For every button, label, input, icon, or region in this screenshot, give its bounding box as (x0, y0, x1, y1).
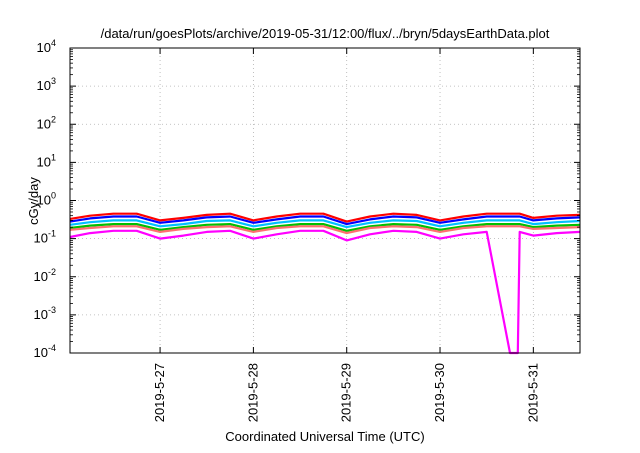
y-tick-label: 101 (37, 152, 56, 169)
y-tick-label: 10-3 (34, 305, 56, 322)
y-tick-label: 100 (37, 191, 56, 208)
series-line-4 (69, 223, 581, 232)
x-tick-label: 2019-5-27 (152, 363, 167, 422)
grid-layer (70, 48, 580, 353)
series-layer (69, 212, 581, 355)
series-line-1 (69, 212, 581, 223)
y-tick-label: 10-1 (34, 229, 56, 246)
y-tick-label: 102 (37, 114, 56, 131)
series-line-6 (69, 229, 581, 355)
y-tick-label: 104 (37, 38, 56, 55)
axis-layer: 10-4 10-3 10-2 10-1 100 101 102 103 104 2019-5-27… (34, 38, 581, 422)
y-axis-label: cGy/day (26, 177, 41, 225)
x-tick-label: 2019-5-29 (339, 363, 354, 422)
y-tick-label: 10-4 (34, 343, 56, 360)
chart-title: /data/run/goesPlots/archive/2019-05-31/1… (101, 26, 550, 41)
plot-frame (69, 47, 581, 354)
series-line-3 (69, 219, 581, 229)
x-tick-label: 2019-5-30 (432, 363, 447, 422)
series-line-2 (69, 215, 581, 226)
series-line-5 (69, 225, 581, 235)
x-tick-label: 2019-5-28 (245, 363, 260, 422)
x-axis-label: Coordinated Universal Time (UTC) (225, 429, 424, 444)
y-tick-label: 10-2 (34, 267, 56, 284)
x-tick-label: 2019-5-31 (525, 363, 540, 422)
y-tick-label: 103 (37, 76, 56, 93)
